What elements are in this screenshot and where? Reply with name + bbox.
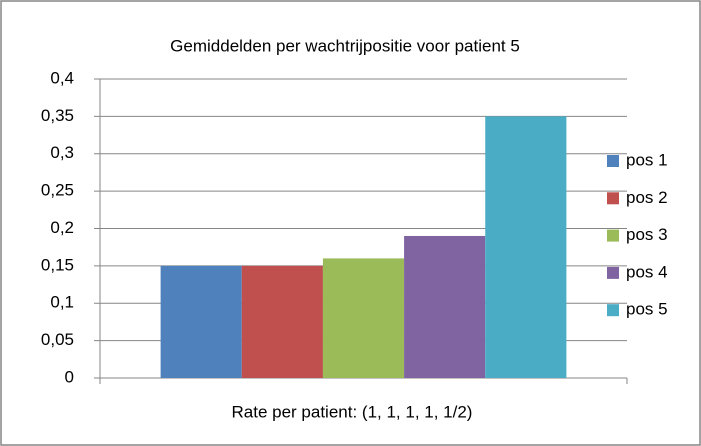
y-tick-label: 0,15 bbox=[41, 255, 74, 274]
legend-swatch bbox=[607, 266, 619, 279]
legend-swatch bbox=[607, 304, 619, 317]
bar bbox=[160, 265, 242, 378]
y-tick-label: 0,05 bbox=[41, 330, 74, 349]
legend-label: pos 1 bbox=[626, 150, 668, 169]
legend-label: pos 4 bbox=[626, 262, 668, 281]
bar bbox=[322, 258, 405, 378]
x-axis-label: Rate per patient: (1, 1, 1, 1, 1/2) bbox=[232, 402, 473, 421]
chart-title: Gemiddelden per wachtrijpositie voor pat… bbox=[170, 36, 520, 55]
legend-swatch bbox=[607, 192, 619, 205]
y-tick-label: 0,4 bbox=[50, 68, 74, 87]
y-tick-label: 0,35 bbox=[41, 106, 74, 125]
legend-swatch bbox=[607, 229, 619, 242]
y-tick-label: 0,3 bbox=[50, 143, 74, 162]
y-tick-label: 0 bbox=[65, 367, 74, 386]
bar bbox=[404, 235, 486, 378]
legend-label: pos 3 bbox=[626, 225, 668, 244]
y-tick-label: 0,25 bbox=[41, 181, 74, 200]
bar bbox=[485, 116, 567, 378]
legend-swatch bbox=[607, 155, 619, 167]
y-tick-label: 0,2 bbox=[50, 218, 74, 237]
legend-label: pos 2 bbox=[626, 188, 668, 207]
y-tick-label: 0,1 bbox=[50, 293, 74, 312]
bar bbox=[241, 265, 323, 378]
legend-label: pos 5 bbox=[626, 300, 668, 319]
